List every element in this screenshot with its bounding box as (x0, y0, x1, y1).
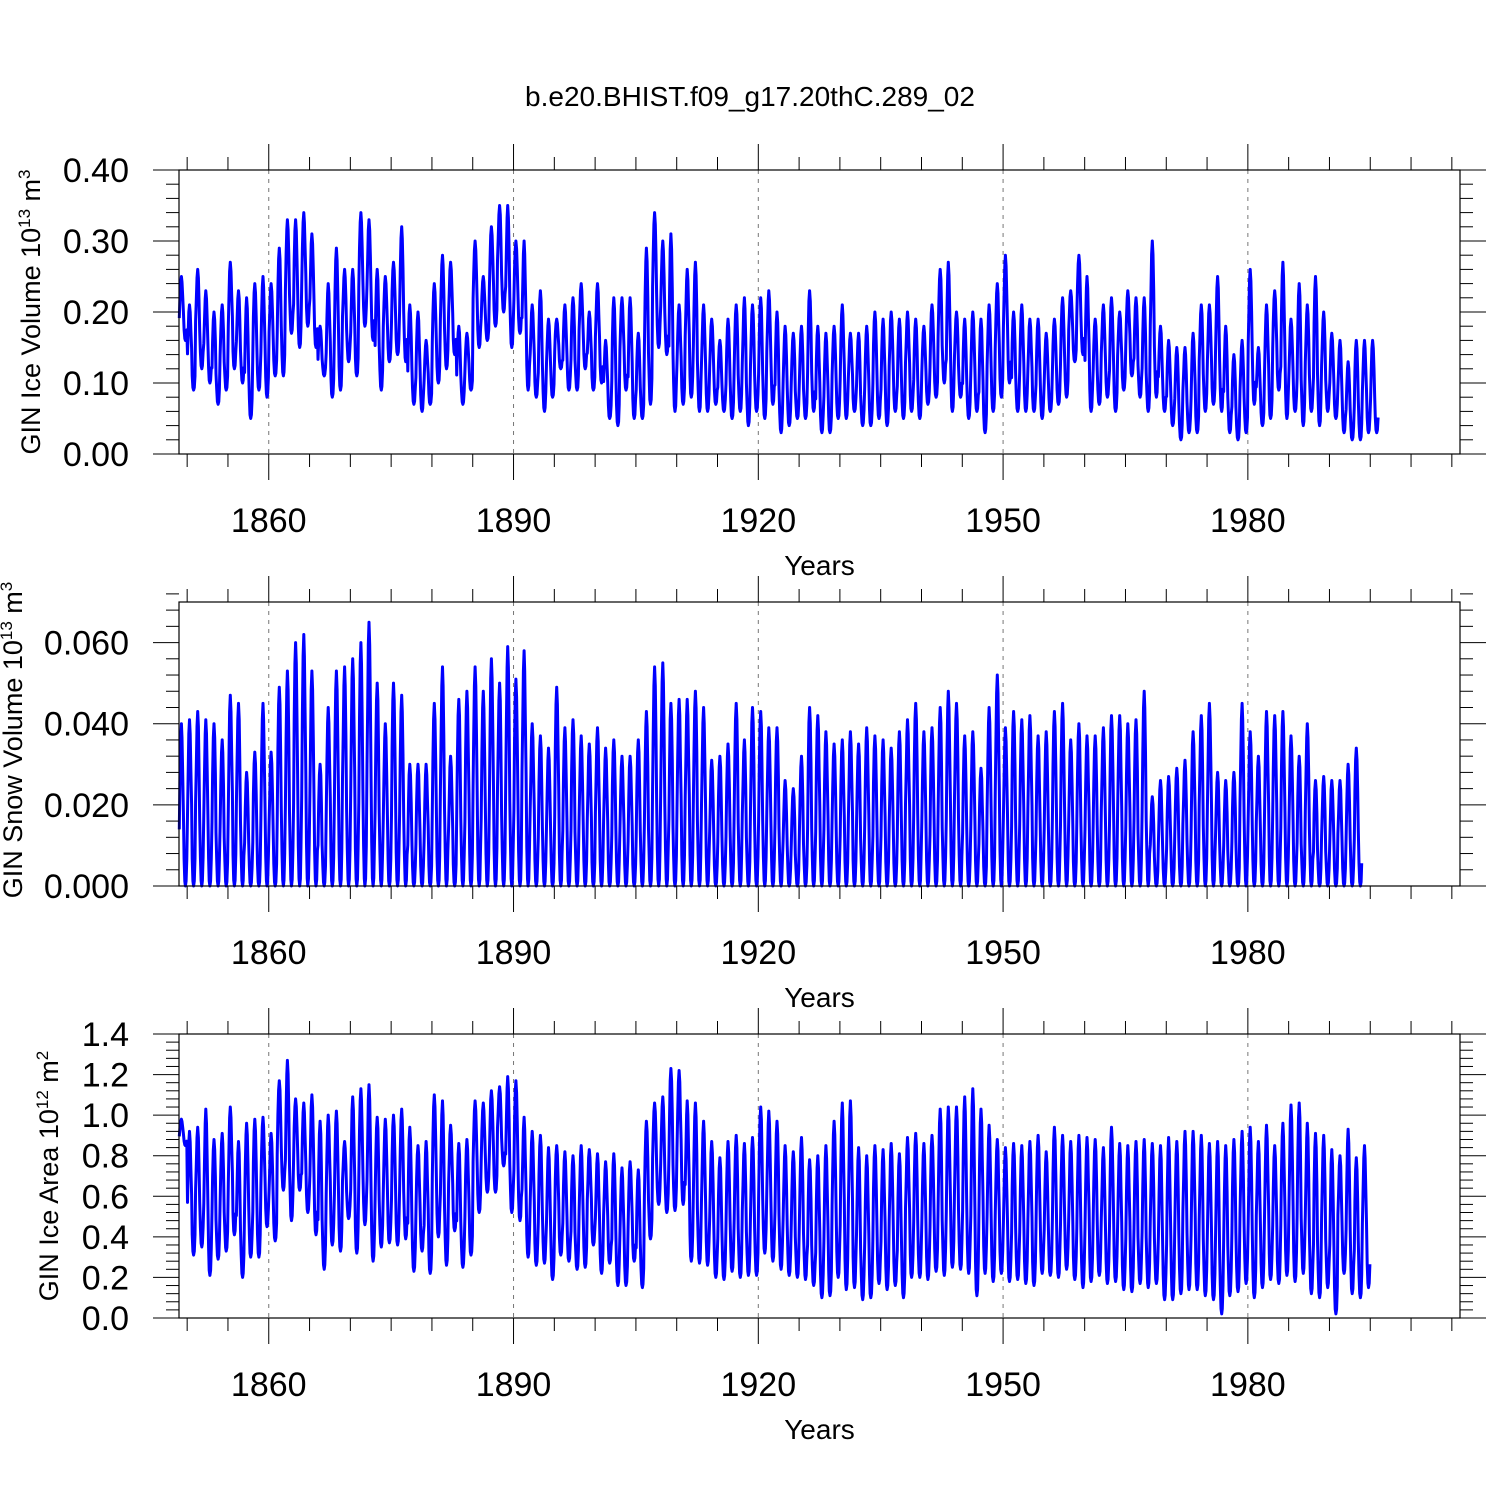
y-tick-label: 0.040 (44, 706, 129, 744)
y-title-superscript: 2 (33, 1051, 52, 1060)
y-axis-title: GIN Ice Area 1012 m2 (33, 1051, 64, 1302)
y-tick-label: 0.30 (63, 223, 129, 261)
y-tick-label: 0.00 (63, 436, 129, 474)
x-tick-label: 1860 (231, 934, 307, 972)
x-axis-title: Years (784, 982, 855, 1013)
x-tick-label: 1890 (476, 502, 552, 540)
y-title-text: m (0, 591, 28, 621)
series-line (177, 1058, 1372, 1316)
figure-title: b.e20.BHIST.f09_g17.20thC.289_02 (525, 81, 975, 112)
y-title-text: GIN Ice Volume 10 (16, 228, 46, 455)
y-tick-label: 0.6 (82, 1178, 129, 1216)
x-tick-label: 1860 (231, 502, 307, 540)
y-title-text: m (16, 179, 46, 209)
x-axis-title: Years (784, 1414, 855, 1445)
y-tick-label: 0.060 (44, 625, 129, 663)
y-title-superscript: 3 (15, 169, 34, 178)
snow-volume-panel: 1860 1890 1920 1950 1980 0.000 0.020 0.040 0.060… (0, 576, 1486, 1013)
y-tick-label: 1.0 (82, 1097, 129, 1135)
ice-area-panel: 1860 1890 1920 1950 19800.00.20.40.60.81.01.… (33, 1008, 1486, 1445)
y-tick-label: 0.020 (44, 787, 129, 825)
y-title-superscript: 12 (33, 1090, 52, 1109)
y-title-text: m (34, 1060, 64, 1090)
x-axis-title: Years (784, 550, 855, 581)
y-title-text: GIN Ice Area 10 (34, 1109, 64, 1301)
x-tick-label: 1890 (476, 1366, 552, 1404)
y-tick-label: 1.2 (82, 1057, 129, 1095)
y-tick-label: 0.000 (44, 868, 129, 906)
plot-frame (178, 1033, 1461, 1319)
series-line (177, 204, 1380, 442)
y-tick-label: 0.40 (63, 152, 129, 190)
y-axis-title: GIN Snow Volume 1013 m3 (0, 582, 28, 899)
y-title-superscript: 3 (0, 582, 16, 591)
x-tick-label: 1980 (1210, 502, 1286, 540)
x-tick-label: 1980 (1210, 1366, 1286, 1404)
y-tick-label: 1.4 (82, 1016, 129, 1054)
y-tick-label: 0.8 (82, 1138, 129, 1176)
y-tick-label: 0.20 (63, 294, 129, 332)
x-tick-label: 1920 (720, 934, 796, 972)
y-title-superscript: 13 (15, 209, 34, 228)
y-tick-label: 0.0 (82, 1300, 129, 1338)
y-title-text: GIN Snow Volume 10 (0, 640, 28, 898)
x-tick-label: 1980 (1210, 934, 1286, 972)
x-tick-label: 1950 (965, 934, 1041, 972)
x-tick-label: 1860 (231, 1366, 307, 1404)
x-tick-label: 1950 (965, 502, 1041, 540)
y-title-superscript: 13 (0, 621, 16, 640)
ice-volume-panel: 1860 1890 1920 1950 1980 0.00 0.10 0.20 0.30 0.40… (15, 144, 1486, 581)
x-tick-label: 1890 (476, 934, 552, 972)
y-tick-label: 0.10 (63, 365, 129, 403)
y-tick-label: 0.2 (82, 1259, 129, 1297)
plot-frame (178, 601, 1461, 887)
y-tick-label: 0.4 (82, 1219, 129, 1257)
y-axis-title: GIN Ice Volume 1013 m3 (15, 169, 46, 454)
x-tick-label: 1920 (720, 502, 796, 540)
series-line (177, 620, 1364, 888)
x-tick-label: 1950 (965, 1366, 1041, 1404)
x-tick-label: 1920 (720, 1366, 796, 1404)
